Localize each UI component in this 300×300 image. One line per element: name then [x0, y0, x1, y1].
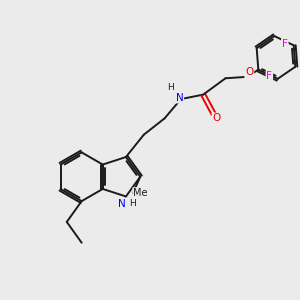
- Text: H: H: [129, 199, 136, 208]
- Text: Me: Me: [133, 188, 148, 198]
- Text: F: F: [266, 71, 272, 81]
- Text: N: N: [176, 93, 183, 103]
- Text: F: F: [282, 39, 288, 49]
- Text: N: N: [118, 199, 125, 209]
- Text: H: H: [167, 83, 174, 92]
- Text: O: O: [212, 113, 221, 123]
- Text: O: O: [245, 67, 254, 77]
